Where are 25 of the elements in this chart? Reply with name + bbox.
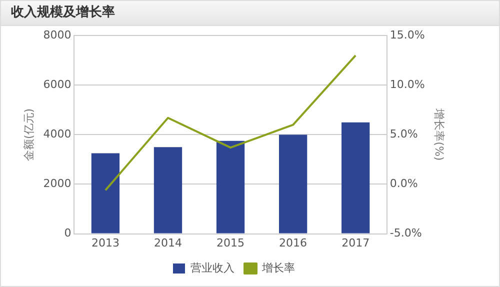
bar bbox=[342, 122, 370, 234]
bar bbox=[278, 134, 308, 234]
y-axis-title: 金额(亿元) bbox=[22, 108, 36, 161]
legend-label: 营业收入 bbox=[190, 261, 234, 274]
y-tick-label: 8000 bbox=[43, 28, 72, 42]
y-tick-label: 4000 bbox=[43, 128, 72, 141]
y-tick-label: 2000 bbox=[43, 177, 72, 190]
y-tick-label: 0 bbox=[64, 226, 72, 240]
y2-tick-label: 15.0% bbox=[390, 28, 425, 42]
y2-tick-label: 0.0% bbox=[390, 177, 418, 190]
legend-label: 增长率 bbox=[261, 261, 295, 274]
x-tick-label: 2017 bbox=[342, 236, 370, 250]
x-tick-label: 2013 bbox=[91, 236, 120, 250]
y2-axis-title: 增长率(%) bbox=[432, 108, 446, 161]
y2-tick-label: -5.0% bbox=[390, 226, 422, 240]
x-tick-label: 2014 bbox=[154, 236, 182, 250]
bar bbox=[91, 153, 120, 234]
bar bbox=[216, 140, 245, 234]
bar bbox=[154, 147, 182, 234]
y2-tick-label: 5.0% bbox=[390, 128, 418, 141]
x-tick-label: 2015 bbox=[216, 236, 245, 250]
y2-tick-label: 10.0% bbox=[390, 78, 425, 92]
y-tick-label: 6000 bbox=[43, 78, 72, 92]
chart-title: 收入规模及增长率 bbox=[1, 1, 499, 26]
x-tick-label: 2016 bbox=[279, 236, 308, 250]
